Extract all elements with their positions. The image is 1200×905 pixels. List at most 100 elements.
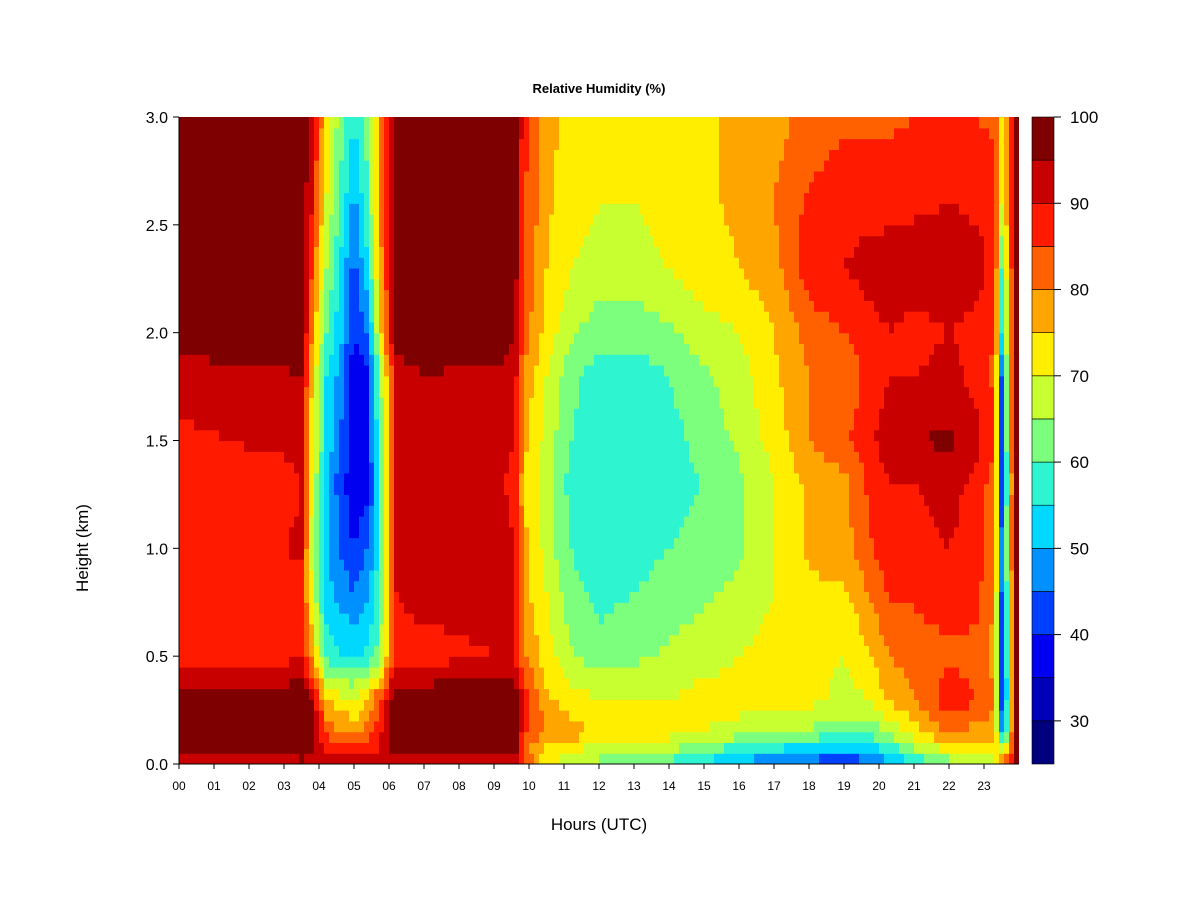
heat-cell	[394, 505, 400, 517]
heat-cell	[389, 300, 395, 312]
heat-cell	[574, 300, 580, 312]
heat-cell	[564, 267, 570, 280]
heat-cell	[569, 462, 575, 474]
heat-cell	[434, 440, 440, 452]
heat-cell	[249, 267, 255, 280]
heat-cell	[449, 462, 455, 474]
heat-cell	[329, 526, 335, 539]
heat-cell	[254, 483, 260, 496]
heat-cell	[469, 720, 475, 733]
heat-cell	[399, 257, 405, 269]
heat-cell	[244, 688, 250, 700]
heat-cell	[289, 418, 295, 431]
heat-cell	[554, 397, 560, 409]
heat-cell	[224, 365, 230, 377]
heat-cell	[229, 526, 235, 539]
heat-cell	[494, 311, 500, 323]
heat-cell	[219, 548, 225, 560]
heat-cell	[469, 181, 475, 194]
heat-cell	[284, 278, 290, 291]
heat-cell	[379, 462, 385, 474]
heat-cell	[404, 548, 410, 560]
heat-cell	[584, 224, 590, 237]
heat-cell	[359, 170, 365, 183]
heat-cell	[339, 375, 345, 388]
heat-cell	[309, 548, 315, 560]
heat-cell	[264, 408, 270, 420]
heat-cell	[224, 214, 230, 226]
heat-cell	[394, 623, 400, 636]
heat-cell	[549, 731, 555, 744]
heat-cell	[484, 418, 490, 431]
heat-cell	[579, 192, 585, 204]
heat-cell	[469, 548, 475, 560]
heat-cell	[479, 710, 485, 722]
heat-cell	[539, 246, 545, 258]
heat-cell	[364, 192, 370, 204]
heat-cell	[219, 321, 225, 334]
heat-cell	[274, 731, 280, 744]
heat-cell	[424, 117, 430, 129]
heat-cell	[584, 548, 590, 560]
heat-cell	[204, 688, 210, 700]
heat-cell	[199, 267, 205, 280]
heat-cell	[249, 149, 255, 161]
heat-cell	[214, 591, 220, 603]
heat-cell	[479, 224, 485, 237]
heat-cell	[489, 235, 495, 247]
heat-cell	[374, 526, 380, 539]
heat-cell	[389, 246, 395, 258]
heat-cell	[264, 440, 270, 452]
heat-cell	[534, 548, 540, 560]
heat-cell	[469, 526, 475, 539]
heat-cell	[234, 149, 240, 161]
heat-cell	[339, 278, 345, 291]
heat-cell	[379, 699, 385, 711]
heat-cell	[234, 321, 240, 334]
heat-cell	[414, 753, 420, 764]
heat-cell	[434, 127, 440, 140]
heat-cell	[464, 375, 470, 388]
heat-cell	[209, 591, 215, 603]
heat-cell	[319, 321, 325, 334]
heat-cell	[594, 645, 600, 657]
heat-cell	[589, 451, 595, 463]
heat-cell	[494, 548, 500, 560]
heat-cell	[434, 149, 440, 161]
heat-cell	[464, 278, 470, 291]
heat-cell	[229, 117, 235, 129]
heat-cell	[239, 127, 245, 140]
heat-cell	[514, 214, 520, 226]
heat-cell	[529, 569, 535, 582]
heat-cell	[544, 634, 550, 646]
heat-cell	[249, 375, 255, 388]
heat-cell	[229, 623, 235, 636]
heat-cell	[569, 710, 575, 722]
heat-cell	[359, 699, 365, 711]
heat-cell	[419, 569, 425, 582]
heat-cell	[209, 408, 215, 420]
heat-cell	[259, 289, 265, 301]
heat-cell	[214, 170, 220, 183]
heat-cell	[274, 160, 280, 172]
heat-cell	[264, 418, 270, 431]
heat-cell	[579, 494, 585, 506]
heat-cell	[489, 548, 495, 560]
heat-cell	[464, 149, 470, 161]
heat-cell	[249, 127, 255, 140]
heat-cell	[354, 440, 360, 452]
heat-cell	[464, 418, 470, 431]
heat-cell	[264, 365, 270, 377]
heat-cell	[534, 418, 540, 431]
heat-cell	[504, 127, 510, 140]
heat-cell	[214, 666, 220, 679]
heat-cell	[504, 203, 510, 215]
heat-cell	[554, 548, 560, 560]
heat-cell	[514, 397, 520, 409]
heat-cell	[534, 127, 540, 140]
heat-cell	[364, 149, 370, 161]
heat-cell	[304, 580, 310, 593]
heat-cell	[279, 472, 285, 485]
heat-cell	[374, 472, 380, 485]
heat-cell	[369, 354, 375, 366]
